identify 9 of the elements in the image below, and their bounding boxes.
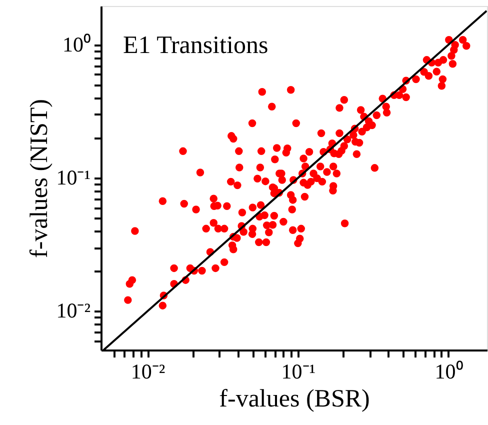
y-tick-label: 10⁻² [56,298,90,323]
x-axis-title: f-values (BSR) [219,386,370,412]
text: E1 Transitions [123,32,268,59]
x-tick-label: 10⁻¹ [281,360,316,384]
x-tick-label: 10⁰ [434,360,463,384]
y-tick-label: 10⁻¹ [56,165,90,190]
y-tick-label: 10⁰ [62,32,90,56]
y-axis-title: f-values (NIST) [26,99,54,258]
x-tick-label: 10⁻² [130,360,166,384]
